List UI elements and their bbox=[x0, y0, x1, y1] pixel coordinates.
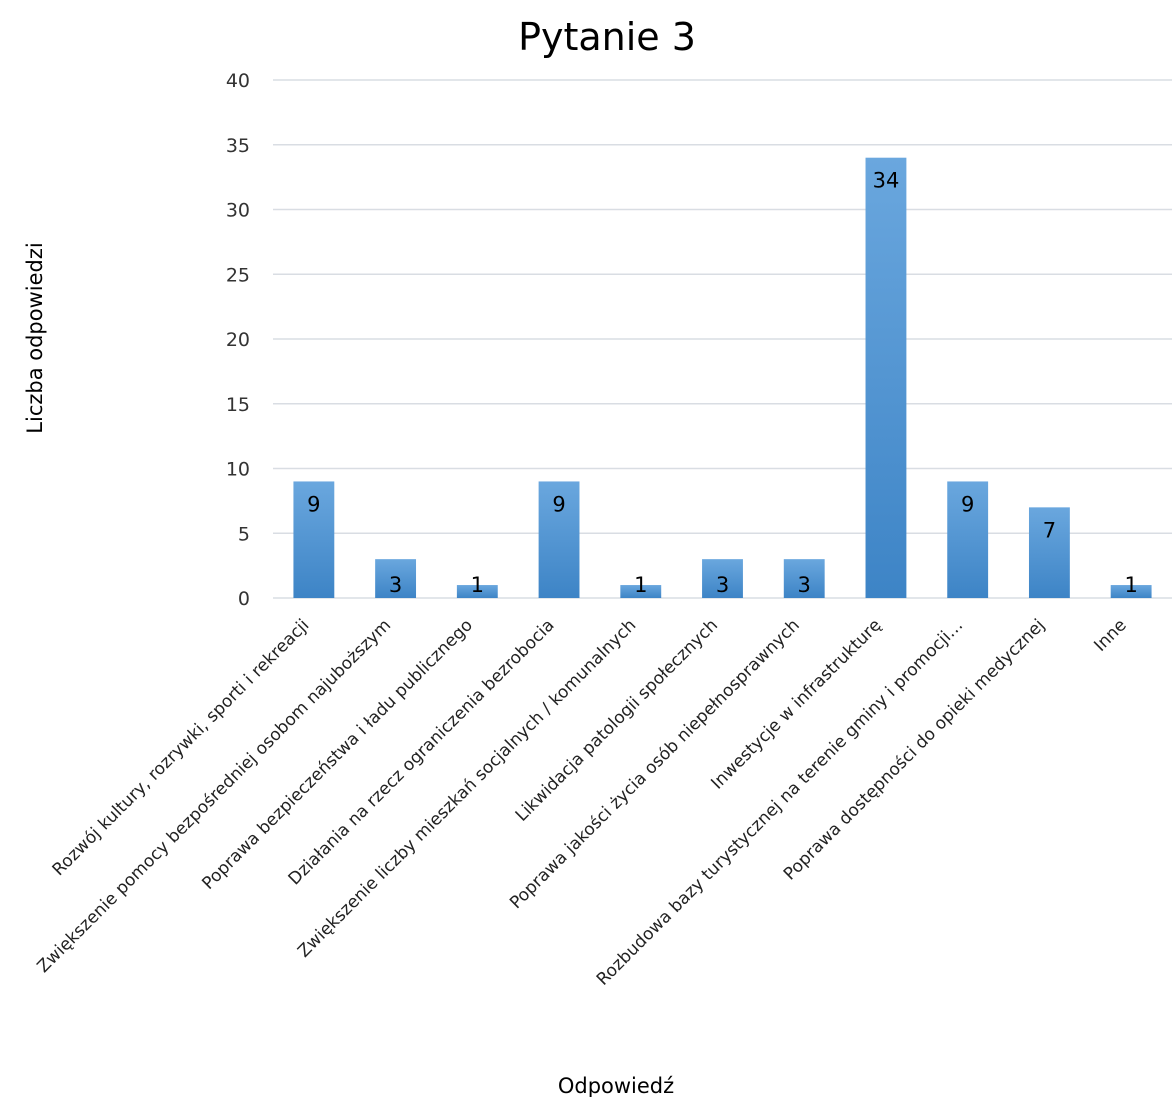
bar-5 bbox=[702, 559, 743, 598]
data-label-3: 9 bbox=[552, 492, 565, 516]
data-label-0: 9 bbox=[307, 492, 320, 516]
x-axis-title: Odpowiedź bbox=[558, 1074, 674, 1097]
y-tick-label-8: 40 bbox=[226, 70, 250, 92]
x-tick-label-10: Inne bbox=[1090, 615, 1130, 655]
gridlines bbox=[273, 79, 1172, 599]
y-tick-label-0: 0 bbox=[238, 588, 250, 610]
y-axis-ticks: 0 5 10 15 20 25 30 35 40 bbox=[226, 70, 250, 610]
y-tick-label-6: 30 bbox=[226, 200, 250, 222]
y-axis-title: Liczba odpowiedzi bbox=[23, 242, 47, 433]
y-tick-label-5: 25 bbox=[226, 264, 250, 286]
y-tick-label-7: 35 bbox=[226, 135, 250, 157]
y-tick-label-4: 20 bbox=[226, 329, 250, 351]
data-label-1: 3 bbox=[389, 573, 402, 597]
bar-10 bbox=[1110, 585, 1152, 598]
x-tick-label-2: Poprawa bezpieczeństwa i ładu publiczneg… bbox=[198, 615, 476, 893]
bar-4 bbox=[620, 585, 662, 598]
bar-6 bbox=[783, 559, 825, 598]
chart-title: Pytanie 3 bbox=[518, 15, 696, 59]
y-tick-label-3: 15 bbox=[226, 394, 250, 416]
bar-1 bbox=[375, 559, 417, 598]
bar-8 bbox=[947, 481, 989, 598]
data-labels: 9 3 1 9 1 3 3 34 9 7 1 bbox=[307, 169, 1138, 597]
data-label-8: 9 bbox=[961, 492, 974, 516]
bar-2 bbox=[456, 585, 498, 598]
data-label-6: 3 bbox=[798, 573, 811, 597]
bar-7 bbox=[865, 157, 907, 598]
bar-0 bbox=[293, 481, 335, 598]
data-label-5: 3 bbox=[716, 573, 729, 597]
y-tick-label-2: 10 bbox=[226, 459, 250, 481]
bars bbox=[293, 157, 1152, 598]
y-tick-label-1: 5 bbox=[238, 523, 250, 545]
x-tick-label-8: Rozbudowa bazy turystycznej na terenie g… bbox=[593, 615, 967, 989]
bar-3 bbox=[538, 481, 580, 598]
data-label-7: 34 bbox=[873, 169, 900, 193]
data-label-4: 1 bbox=[634, 573, 647, 597]
data-label-2: 1 bbox=[471, 573, 484, 597]
bar-9 bbox=[1028, 507, 1070, 598]
data-label-10: 1 bbox=[1124, 573, 1137, 597]
x-axis-ticks: Rozwój kultury, rozrywki, sporti i rekre… bbox=[34, 615, 1131, 989]
x-tick-label-7: Inwestycje w infrastrukturę bbox=[707, 615, 885, 793]
data-label-9: 7 bbox=[1043, 518, 1056, 542]
x-tick-label-6: Poprawa jakości życia osób niepełnospraw… bbox=[506, 615, 804, 913]
